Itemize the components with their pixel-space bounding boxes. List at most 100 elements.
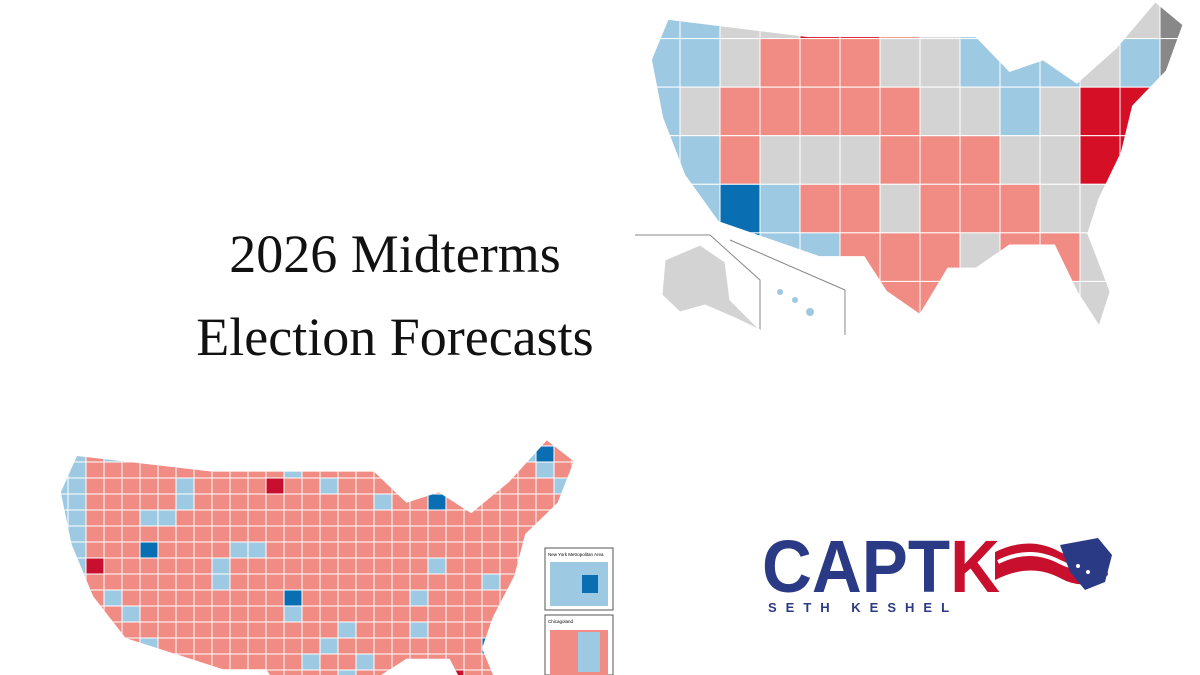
region xyxy=(1159,86,1184,137)
region xyxy=(67,541,87,559)
region xyxy=(265,669,285,675)
region xyxy=(103,573,123,591)
region xyxy=(283,653,303,671)
region xyxy=(759,183,801,234)
region xyxy=(481,557,501,575)
region xyxy=(499,621,519,639)
region xyxy=(283,541,303,559)
region xyxy=(103,541,123,559)
region xyxy=(60,637,69,655)
region xyxy=(481,621,501,639)
title-line: 2026 Midterms xyxy=(229,224,561,284)
alaska-hawaii-inset xyxy=(635,234,846,335)
region xyxy=(103,669,123,675)
region xyxy=(355,573,375,591)
region xyxy=(391,477,411,495)
region xyxy=(139,509,159,527)
region xyxy=(445,493,465,511)
region xyxy=(517,621,537,639)
region xyxy=(1039,135,1081,185)
region xyxy=(229,573,249,591)
region xyxy=(481,573,501,591)
region xyxy=(319,461,339,479)
region xyxy=(517,509,537,527)
region xyxy=(463,637,483,655)
region xyxy=(391,573,411,591)
region xyxy=(445,621,465,639)
region xyxy=(427,605,447,623)
region xyxy=(175,509,195,527)
region xyxy=(60,557,69,575)
region xyxy=(229,557,249,575)
region xyxy=(103,525,123,543)
region xyxy=(60,477,69,495)
region xyxy=(60,461,69,479)
region xyxy=(319,440,339,447)
region xyxy=(517,589,537,607)
region xyxy=(157,509,177,527)
region xyxy=(193,493,213,511)
region xyxy=(1119,183,1161,234)
region xyxy=(571,445,574,463)
region xyxy=(85,477,105,495)
region xyxy=(409,573,429,591)
region xyxy=(265,605,285,623)
region xyxy=(535,477,555,495)
region xyxy=(445,477,465,495)
region xyxy=(301,445,321,463)
region xyxy=(139,440,159,447)
region xyxy=(445,573,465,591)
region xyxy=(193,589,213,607)
region xyxy=(265,589,285,607)
region xyxy=(175,493,195,511)
region xyxy=(391,669,411,675)
region xyxy=(301,589,321,607)
region xyxy=(1079,86,1121,137)
region xyxy=(427,589,447,607)
region xyxy=(463,461,483,479)
region xyxy=(391,493,411,511)
region xyxy=(229,493,249,511)
region xyxy=(959,86,1001,137)
region xyxy=(319,589,339,607)
region xyxy=(651,86,681,137)
region xyxy=(85,605,105,623)
region xyxy=(445,445,465,463)
region xyxy=(1039,38,1081,88)
region xyxy=(517,440,537,447)
region xyxy=(373,557,393,575)
region xyxy=(590,510,608,526)
region xyxy=(481,461,501,479)
region xyxy=(319,445,339,463)
region xyxy=(517,637,537,655)
region xyxy=(337,541,357,559)
region xyxy=(481,477,501,495)
region xyxy=(445,525,465,543)
region xyxy=(337,653,357,671)
region xyxy=(139,589,159,607)
region xyxy=(499,637,519,655)
region xyxy=(139,621,159,639)
region xyxy=(283,509,303,527)
region xyxy=(427,440,447,447)
region xyxy=(1159,232,1184,282)
region xyxy=(319,477,339,495)
region xyxy=(463,589,483,607)
region xyxy=(1159,280,1184,327)
region xyxy=(1119,86,1161,137)
region xyxy=(121,445,141,463)
region xyxy=(463,477,483,495)
region xyxy=(283,573,303,591)
region xyxy=(391,461,411,479)
region xyxy=(319,557,339,575)
region xyxy=(445,541,465,559)
region xyxy=(283,477,303,495)
region xyxy=(391,589,411,607)
region xyxy=(247,493,267,511)
region xyxy=(391,440,411,447)
region xyxy=(175,637,195,655)
region xyxy=(839,135,881,185)
region xyxy=(355,653,375,671)
region xyxy=(517,461,537,479)
region xyxy=(445,637,465,655)
